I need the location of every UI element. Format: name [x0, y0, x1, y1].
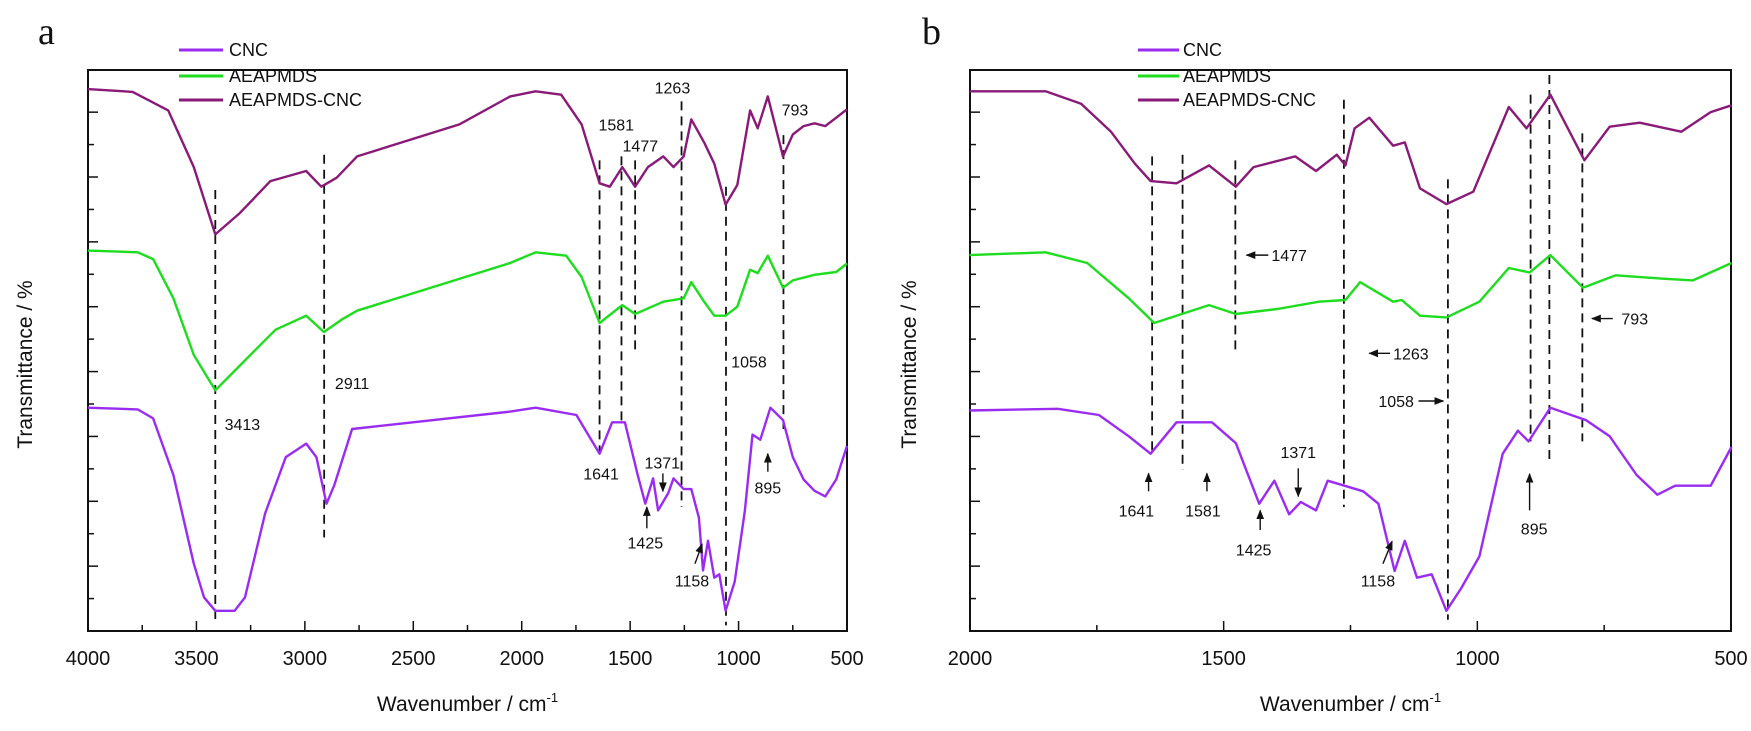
peak-label: 895 — [754, 480, 781, 497]
x-tick-label: 1000 — [1455, 648, 1500, 670]
x-tick-label: 4000 — [66, 648, 111, 670]
peak-label: 1425 — [1236, 543, 1272, 560]
peak-arrow — [1382, 540, 1393, 564]
peak-label: 793 — [782, 102, 809, 119]
panel-a: a 4000 3500 3000 2500 2000 1500 1000 500 Wavenumb… — [14, 11, 864, 716]
peak-label: 2911 — [335, 376, 370, 393]
series-line-aeapmds-cnc — [969, 90, 1732, 206]
panel-label: a — [38, 11, 55, 53]
peak-label: 1477 — [1271, 248, 1307, 265]
peak-label: 1158 — [1361, 574, 1396, 591]
x-tick-label: 3500 — [174, 648, 219, 670]
legend-label: AEAPMDS — [1183, 66, 1271, 86]
peak-label: 1058 — [1378, 394, 1414, 411]
peak-label: 1581 — [1185, 503, 1221, 520]
panel-label: b — [922, 11, 941, 53]
x-tick-label: 500 — [830, 648, 863, 670]
series-line-aeapmds-cnc — [87, 87, 848, 236]
series-line-cnc — [969, 406, 1733, 612]
legend-label: CNC — [1183, 40, 1222, 60]
legend-label: AEAPMDS — [229, 66, 317, 86]
peak-label: 1581 — [598, 117, 634, 134]
peak-label: 1371 — [1280, 445, 1316, 462]
x-tick-label: 500 — [1714, 648, 1747, 670]
x-axis-title-text: Wavenumber / cm — [377, 693, 547, 716]
y-axis-title: Transmittance / % — [14, 280, 37, 448]
x-tick-label: 1500 — [608, 648, 653, 670]
x-axis-title: Wavenumber / cm-1 — [1260, 690, 1441, 716]
peak-label: 1371 — [644, 456, 680, 473]
legend: CNC AEAPMDS AEAPMDS-CNC — [179, 40, 362, 110]
x-tick-label: 2000 — [948, 648, 993, 670]
legend-label: CNC — [229, 40, 268, 60]
peak-label: 1425 — [628, 535, 664, 552]
x-tick-label: 2000 — [499, 648, 544, 670]
peak-label: 1158 — [675, 574, 710, 591]
legend: CNC AEAPMDS AEAPMDS-CNC — [1138, 40, 1316, 110]
x-tick-label: 3000 — [283, 648, 328, 670]
legend-label: AEAPMDS-CNC — [1183, 90, 1316, 110]
peak-label: 3413 — [225, 417, 261, 434]
x-tick-label: 1500 — [1201, 648, 1246, 670]
x-axis-title-text: Wavenumber / cm — [1260, 693, 1430, 716]
series-line-aeapmds — [87, 249, 848, 392]
peak-label: 1263 — [1393, 346, 1429, 363]
peak-arrow — [694, 543, 703, 564]
legend-label: AEAPMDS-CNC — [229, 90, 362, 110]
x-axis-title-superscript: -1 — [1430, 690, 1442, 705]
peak-label: 1058 — [731, 355, 767, 372]
peak-label: 1263 — [655, 80, 691, 97]
x-tick-label: 1000 — [716, 648, 761, 670]
series-line-aeapmds — [969, 251, 1732, 325]
panel-b: b 2000 1500 1000 500 Wavenumber / cm-1 Transmi… — [898, 11, 1748, 716]
x-axis-title-superscript: -1 — [547, 690, 559, 705]
peak-label: 1641 — [583, 466, 619, 483]
y-axis-title: Transmittance / % — [898, 280, 921, 448]
peak-label: 793 — [1621, 312, 1648, 329]
plot-frame — [87, 69, 848, 632]
plot-frame — [969, 69, 1732, 632]
x-tick-label: 2500 — [391, 648, 436, 670]
peak-label: 895 — [1521, 521, 1548, 538]
peak-label: 1641 — [1119, 503, 1155, 520]
series-line-cnc — [87, 406, 849, 612]
peak-label: 1477 — [623, 139, 659, 156]
x-axis-title: Wavenumber / cm-1 — [377, 690, 558, 716]
